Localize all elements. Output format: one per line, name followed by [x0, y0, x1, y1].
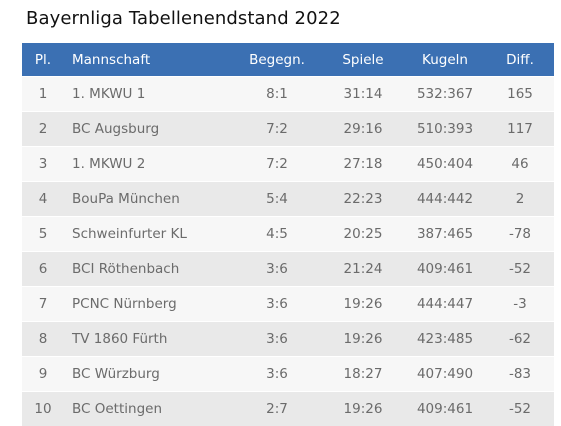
- cell-kugeln: 387:465: [404, 217, 486, 252]
- header-pl: Pl.: [22, 43, 64, 77]
- table-row: 8 TV 1860 Fürth 3:6 19:26 423:485 -62: [22, 322, 554, 357]
- table-row: 1 1. MKWU 1 8:1 31:14 532:367 165: [22, 77, 554, 112]
- cell-mannschaft: Schweinfurter KL: [64, 217, 232, 252]
- cell-mannschaft: PCNC Nürnberg: [64, 287, 232, 322]
- cell-kugeln: 409:461: [404, 392, 486, 426]
- cell-kugeln: 444:442: [404, 182, 486, 217]
- cell-kugeln: 423:485: [404, 322, 486, 357]
- cell-pl: 8: [22, 322, 64, 357]
- cell-pl: 2: [22, 112, 64, 147]
- cell-kugeln: 444:447: [404, 287, 486, 322]
- cell-pl: 7: [22, 287, 64, 322]
- page-title: Bayernliga Tabellenendstand 2022: [26, 8, 341, 29]
- cell-diff: -83: [486, 357, 554, 392]
- cell-pl: 1: [22, 77, 64, 112]
- table-row: 3 1. MKWU 2 7:2 27:18 450:404 46: [22, 147, 554, 182]
- table-row: 2 BC Augsburg 7:2 29:16 510:393 117: [22, 112, 554, 147]
- cell-kugeln: 450:404: [404, 147, 486, 182]
- table-row: 6 BCI Röthenbach 3:6 21:24 409:461 -52: [22, 252, 554, 287]
- cell-pl: 4: [22, 182, 64, 217]
- cell-spiele: 31:14: [322, 77, 404, 112]
- cell-spiele: 29:16: [322, 112, 404, 147]
- cell-pl: 5: [22, 217, 64, 252]
- cell-begegn: 3:6: [232, 357, 322, 392]
- cell-mannschaft: BC Würzburg: [64, 357, 232, 392]
- table-row: 4 BouPa München 5:4 22:23 444:442 2: [22, 182, 554, 217]
- cell-diff: -52: [486, 252, 554, 287]
- cell-begegn: 4:5: [232, 217, 322, 252]
- cell-begegn: 3:6: [232, 252, 322, 287]
- cell-diff: 165: [486, 77, 554, 112]
- cell-begegn: 5:4: [232, 182, 322, 217]
- table-row: 7 PCNC Nürnberg 3:6 19:26 444:447 -3: [22, 287, 554, 322]
- cell-spiele: 20:25: [322, 217, 404, 252]
- header-row: Pl. Mannschaft Begegn. Spiele Kugeln Dif…: [22, 43, 554, 77]
- cell-begegn: 3:6: [232, 322, 322, 357]
- cell-begegn: 7:2: [232, 112, 322, 147]
- cell-mannschaft: BCI Röthenbach: [64, 252, 232, 287]
- cell-spiele: 18:27: [322, 357, 404, 392]
- table-row: 9 BC Würzburg 3:6 18:27 407:490 -83: [22, 357, 554, 392]
- table-header: Pl. Mannschaft Begegn. Spiele Kugeln Dif…: [22, 43, 554, 77]
- header-spiele: Spiele: [322, 43, 404, 77]
- header-begegn: Begegn.: [232, 43, 322, 77]
- cell-diff: -52: [486, 392, 554, 426]
- cell-begegn: 7:2: [232, 147, 322, 182]
- header-mannschaft: Mannschaft: [64, 43, 232, 77]
- cell-begegn: 3:6: [232, 287, 322, 322]
- cell-diff: 46: [486, 147, 554, 182]
- cell-pl: 9: [22, 357, 64, 392]
- cell-spiele: 21:24: [322, 252, 404, 287]
- table-row: 10 BC Oettingen 2:7 19:26 409:461 -52: [22, 392, 554, 426]
- cell-diff: 2: [486, 182, 554, 217]
- cell-mannschaft: BC Augsburg: [64, 112, 232, 147]
- cell-mannschaft: TV 1860 Fürth: [64, 322, 232, 357]
- cell-kugeln: 407:490: [404, 357, 486, 392]
- cell-spiele: 19:26: [322, 322, 404, 357]
- cell-mannschaft: 1. MKWU 2: [64, 147, 232, 182]
- table-body: 1 1. MKWU 1 8:1 31:14 532:367 165 2 BC A…: [22, 77, 554, 426]
- cell-mannschaft: BC Oettingen: [64, 392, 232, 426]
- cell-pl: 6: [22, 252, 64, 287]
- cell-mannschaft: 1. MKWU 1: [64, 77, 232, 112]
- cell-kugeln: 532:367: [404, 77, 486, 112]
- cell-begegn: 2:7: [232, 392, 322, 426]
- cell-kugeln: 510:393: [404, 112, 486, 147]
- cell-kugeln: 409:461: [404, 252, 486, 287]
- cell-pl: 10: [22, 392, 64, 426]
- cell-diff: 117: [486, 112, 554, 147]
- cell-spiele: 19:26: [322, 392, 404, 426]
- cell-mannschaft: BouPa München: [64, 182, 232, 217]
- cell-spiele: 27:18: [322, 147, 404, 182]
- cell-diff: -78: [486, 217, 554, 252]
- cell-pl: 3: [22, 147, 64, 182]
- cell-spiele: 22:23: [322, 182, 404, 217]
- cell-diff: -62: [486, 322, 554, 357]
- header-diff: Diff.: [486, 43, 554, 77]
- cell-diff: -3: [486, 287, 554, 322]
- cell-spiele: 19:26: [322, 287, 404, 322]
- standings-table: Pl. Mannschaft Begegn. Spiele Kugeln Dif…: [22, 43, 554, 426]
- table-row: 5 Schweinfurter KL 4:5 20:25 387:465 -78: [22, 217, 554, 252]
- header-kugeln: Kugeln: [404, 43, 486, 77]
- cell-begegn: 8:1: [232, 77, 322, 112]
